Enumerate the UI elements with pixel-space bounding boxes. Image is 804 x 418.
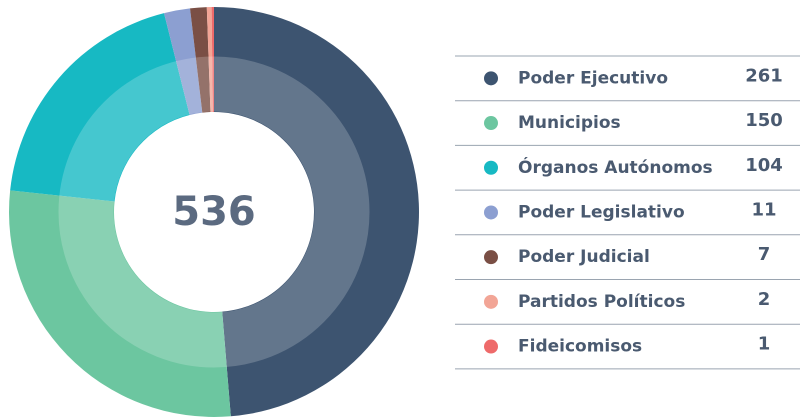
donut-segment [8,190,231,417]
legend-label: Poder Judicial [518,247,650,267]
legend-label: Partidos Políticos [518,292,685,312]
legend-value: 150 [745,110,783,131]
legend-dot [484,205,498,220]
donut-segment [211,7,214,113]
inner-band [58,56,370,368]
legend-value: 11 [751,199,776,220]
legend-dot [484,160,498,175]
legend-dot [484,294,498,309]
total: 536 [172,189,256,235]
legend-dot [484,116,498,131]
legend-value: 104 [745,155,783,176]
legend-label: Órganos Autónomos [518,156,713,178]
legend-value: 1 [758,334,771,355]
donut-segment [214,7,420,417]
donut-segment [164,8,203,116]
donut-segment [206,7,213,113]
legend-label: Poder Legislativo [518,202,685,222]
donut-segment [190,7,211,113]
legend-dot [484,71,498,86]
legend-dot [484,250,498,265]
donut-segment [10,13,190,202]
legend-value: 7 [758,244,771,265]
legend-label: Fideicomisos [518,337,642,357]
legend-value: 261 [745,65,783,86]
legend-dot [484,339,498,354]
legend-label: Poder Ejecutivo [518,68,668,88]
legend-label: Municipios [518,113,621,133]
legend-value: 2 [758,289,771,310]
